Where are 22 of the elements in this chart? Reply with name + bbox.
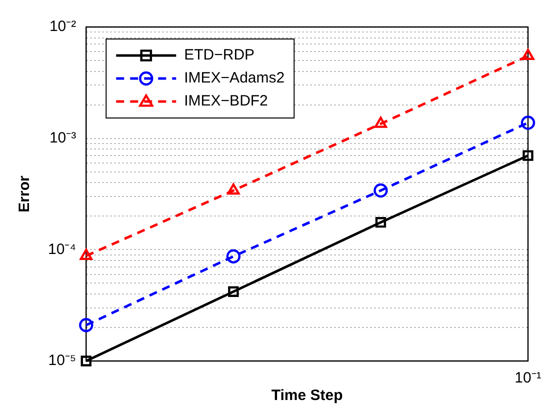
y-tick-label: 10⁻³ bbox=[49, 129, 76, 146]
y-axis-title: Error bbox=[16, 176, 34, 212]
point bbox=[227, 183, 240, 195]
text: 10⁻¹ bbox=[514, 370, 542, 387]
point bbox=[228, 286, 239, 297]
point bbox=[80, 356, 92, 366]
point bbox=[79, 318, 94, 332]
point bbox=[520, 116, 536, 130]
x-axis-title: Time Step bbox=[271, 387, 343, 404]
point bbox=[80, 248, 92, 260]
point bbox=[375, 216, 386, 228]
legend-label: IMEX−Adams2 bbox=[184, 70, 285, 87]
y-tick-label: 10⁻⁵ bbox=[48, 352, 76, 370]
y-tick-label: 10⁻² bbox=[49, 18, 76, 36]
point bbox=[226, 249, 241, 264]
y-tick-label: 10⁻⁴ bbox=[48, 240, 76, 258]
point bbox=[522, 48, 534, 60]
point bbox=[374, 116, 388, 128]
legend-label: ETD−RDP bbox=[184, 46, 255, 64]
point bbox=[374, 183, 388, 198]
point bbox=[522, 150, 534, 161]
legend-label: IMEX−BDF2 bbox=[184, 92, 268, 110]
